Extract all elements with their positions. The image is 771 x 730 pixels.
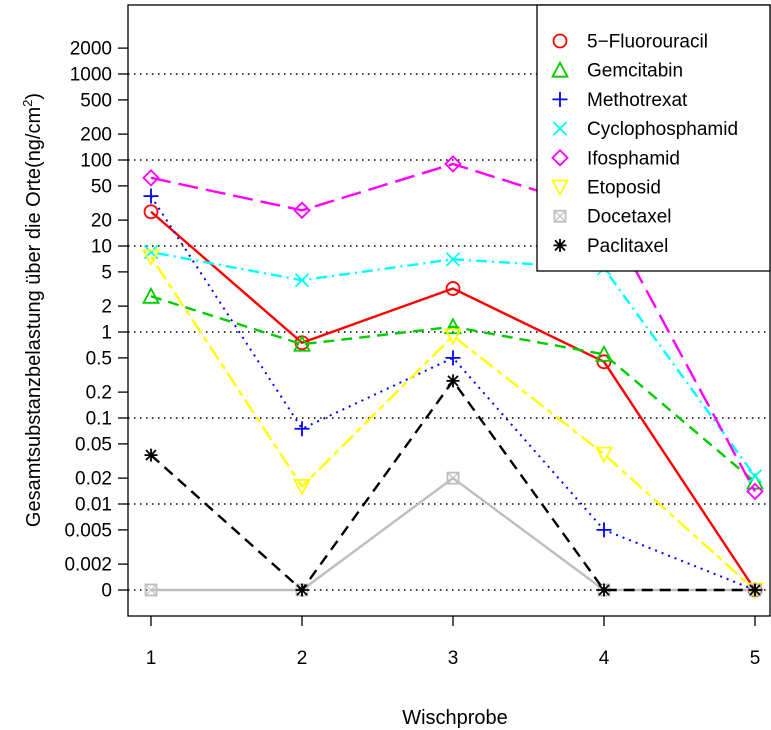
data-point-gemcitabin [443, 317, 463, 335]
legend-marker-paclitaxel [553, 238, 567, 252]
data-point-5-fluorouracil [596, 354, 612, 370]
y-tick-label: 0.1 [86, 409, 112, 430]
legend: 5−Fluorouracil Gemcitabin Methotrexat Cyclo… [536, 4, 771, 272]
y-tick-label: 0.5 [86, 348, 112, 369]
y-tick-label: 0.005 [64, 520, 112, 541]
x-tick-label: 1 [146, 648, 157, 669]
data-point-docetaxel [144, 583, 158, 597]
x-tick-label: 4 [599, 648, 610, 669]
data-point-paclitaxel [446, 374, 460, 388]
legend-marker-gemcitabin [550, 60, 570, 78]
data-point-gemcitabin [141, 286, 161, 304]
data-point-ifosphamid [142, 169, 160, 187]
data-point-ifosphamid [444, 155, 462, 173]
legend-label: Methotrexat [587, 90, 688, 111]
series-line-ifosphamid [150, 162, 757, 493]
data-point-gemcitabin [594, 344, 614, 362]
data-point-methotrexat [445, 350, 461, 366]
legend-marker-etoposid [550, 179, 570, 197]
y-tick-label: 0.05 [75, 434, 112, 455]
y-axis-title-main: Gesamtsubstanzbelastung über die Orte(ng… [23, 107, 45, 527]
series-gemcitabin [141, 286, 765, 490]
y-tick-label: 0.01 [75, 495, 112, 516]
data-point-etoposid [594, 446, 614, 464]
data-point-methotrexat [294, 421, 310, 437]
y-axis-title-superscript: 2 [20, 100, 35, 107]
x-axis-title: Wischprobe [402, 707, 508, 729]
data-point-gemcitabin [292, 334, 312, 352]
legend-item-docetaxel: Docetaxel [553, 207, 672, 228]
legend-item-methotrexat: Methotrexat [552, 90, 688, 111]
x-tick-label: 3 [448, 648, 459, 669]
legend-marker-docetaxel [553, 209, 567, 223]
legend-marker-cyclophosphamid [552, 121, 568, 136]
data-point-gemcitabin [745, 472, 765, 490]
y-tick-label: 100 [80, 151, 112, 172]
series-line-gemcitabin [150, 295, 756, 483]
y-tick-label: 1000 [70, 65, 112, 86]
x-tick-label: 5 [750, 648, 761, 669]
series-line-etoposid [149, 256, 756, 591]
legend-label: 5−Fluorouracil [587, 32, 708, 53]
y-tick-label: 2000 [70, 39, 112, 60]
legend-marker-5-fluorouracil [552, 33, 568, 49]
legend-item-etoposid: Etoposid [550, 178, 661, 199]
series-layer [141, 155, 765, 600]
legend-label: Ifosphamid [587, 148, 680, 169]
y-tick-label: 500 [80, 90, 112, 111]
data-point-paclitaxel [144, 448, 158, 462]
y-axis-title-end: ) [23, 93, 45, 100]
legend-label: Docetaxel [587, 207, 672, 228]
y-tick-label: 0.2 [86, 383, 112, 404]
legend-item-ifosphamid: Ifosphamid [551, 148, 680, 169]
legend-marker-ifosphamid [551, 149, 569, 167]
y-tick-label: 20 [91, 211, 112, 232]
data-point-methotrexat [596, 522, 612, 538]
y-tick-label: 0.02 [75, 469, 112, 490]
plot-frame [127, 4, 771, 617]
legend-box [536, 4, 771, 272]
series-methotrexat [143, 188, 763, 598]
data-point-etoposid [292, 479, 312, 496]
y-tick-label: 0.002 [64, 555, 112, 576]
data-point-etoposid [141, 249, 161, 267]
legend-item-cyclophosphamid: Cyclophosphamid [552, 119, 738, 140]
data-point-paclitaxel [748, 583, 762, 597]
data-point-methotrexat [143, 188, 159, 204]
axes: 200010005002001005020105210.50.20.10.050… [64, 39, 760, 669]
y-tick-label: 1 [101, 323, 112, 344]
y-tick-label: 0 [101, 581, 112, 602]
y-tick-label: 50 [91, 176, 112, 197]
data-point-etoposid [443, 328, 463, 346]
data-point-ifosphamid [293, 201, 311, 220]
data-point-5-fluorouracil [445, 281, 461, 296]
y-axis-title: Gesamtsubstanzbelastung über die Orte(ng… [20, 93, 45, 527]
data-point-cyclophosphamid [294, 273, 310, 288]
legend-label: Etoposid [587, 178, 661, 199]
legend-marker-methotrexat [552, 91, 568, 107]
legend-label: Gemcitabin [587, 61, 683, 82]
x-tick-label: 2 [297, 648, 308, 669]
y-tick-label: 10 [91, 237, 112, 258]
legend-label: Paclitaxel [587, 236, 668, 257]
data-point-5-fluorouracil [143, 204, 159, 220]
series-line-5-fluorouracil [150, 210, 757, 591]
y-tick-label: 2 [101, 297, 112, 318]
data-point-paclitaxel [597, 583, 611, 597]
legend-item-paclitaxel: Paclitaxel [553, 236, 668, 257]
data-point-cyclophosphamid [747, 469, 763, 484]
legend-item-5-fluorouracil: 5−Fluorouracil [552, 32, 708, 53]
legend-item-gemcitabin: Gemcitabin [550, 60, 683, 82]
data-point-paclitaxel [295, 583, 309, 597]
y-tick-label: 5 [101, 262, 112, 283]
data-point-ifosphamid [746, 482, 764, 501]
data-point-cyclophosphamid [445, 252, 461, 267]
y-tick-label: 200 [80, 125, 112, 146]
data-point-docetaxel [446, 471, 460, 485]
series-paclitaxel [144, 374, 762, 597]
legend-label: Cyclophosphamid [587, 119, 738, 140]
